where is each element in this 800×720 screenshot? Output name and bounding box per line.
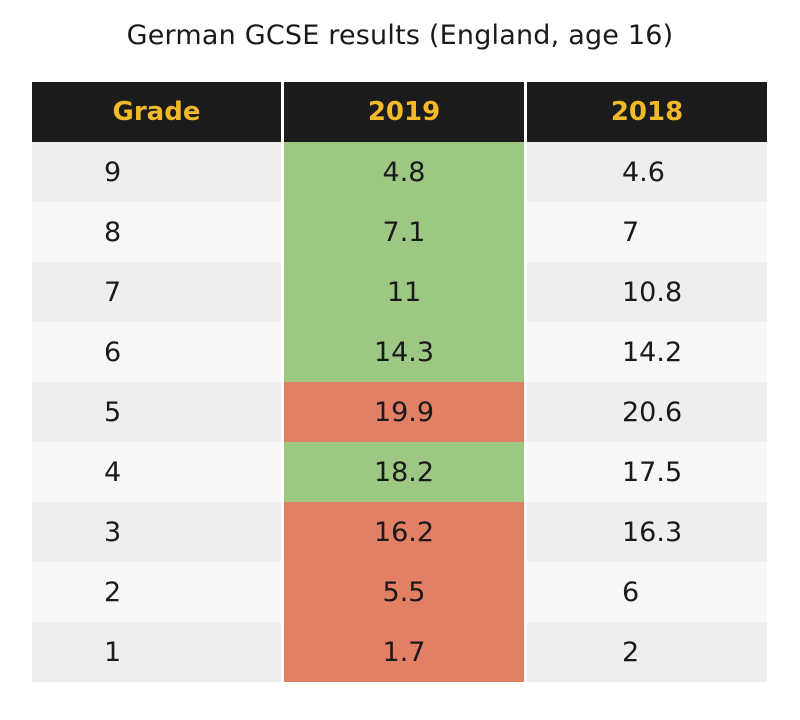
table-row: 2 5.5 6 (32, 562, 767, 622)
value-2019-cell: 5.5 (284, 562, 524, 622)
value-2019-cell: 16.2 (284, 502, 524, 562)
value-2019-cell: 14.3 (284, 322, 524, 382)
table-body: 9 4.8 4.6 8 7.1 7 7 11 10.8 6 14.3 14.2 5 19.9 20.6 4 18… (32, 142, 767, 682)
header-2018: 2018 (527, 82, 767, 142)
chart-title: German GCSE results (England, age 16) (126, 20, 674, 51)
value-2018-cell: 14.2 (527, 322, 767, 382)
grade-cell: 7 (32, 262, 281, 322)
value-2018-cell: 2 (527, 622, 767, 682)
grade-cell: 2 (32, 562, 281, 622)
results-table: Grade 2019 2018 9 4.8 4.6 8 7.1 7 7 11 10.8 6 14.3… (32, 82, 767, 682)
value-2019-cell: 4.8 (284, 142, 524, 202)
value-2018-cell: 6 (527, 562, 767, 622)
grade-cell: 5 (32, 382, 281, 442)
header-2019: 2019 (284, 82, 524, 142)
value-2018-cell: 10.8 (527, 262, 767, 322)
table-row: 8 7.1 7 (32, 202, 767, 262)
table-row: 9 4.8 4.6 (32, 142, 767, 202)
table-row: 5 19.9 20.6 (32, 382, 767, 442)
grade-cell: 8 (32, 202, 281, 262)
table-row: 3 16.2 16.3 (32, 502, 767, 562)
grade-cell: 3 (32, 502, 281, 562)
table-header-row: Grade 2019 2018 (32, 82, 767, 142)
value-2018-cell: 17.5 (527, 442, 767, 502)
value-2018-cell: 7 (527, 202, 767, 262)
value-2019-cell: 1.7 (284, 622, 524, 682)
grade-cell: 9 (32, 142, 281, 202)
value-2019-cell: 18.2 (284, 442, 524, 502)
table-row: 7 11 10.8 (32, 262, 767, 322)
header-grade: Grade (32, 82, 281, 142)
value-2019-cell: 11 (284, 262, 524, 322)
grade-cell: 6 (32, 322, 281, 382)
value-2018-cell: 4.6 (527, 142, 767, 202)
value-2018-cell: 16.3 (527, 502, 767, 562)
value-2018-cell: 20.6 (527, 382, 767, 442)
grade-cell: 4 (32, 442, 281, 502)
grade-cell: 1 (32, 622, 281, 682)
table-row: 1 1.7 2 (32, 622, 767, 682)
table-row: 4 18.2 17.5 (32, 442, 767, 502)
table-row: 6 14.3 14.2 (32, 322, 767, 382)
value-2019-cell: 7.1 (284, 202, 524, 262)
value-2019-cell: 19.9 (284, 382, 524, 442)
